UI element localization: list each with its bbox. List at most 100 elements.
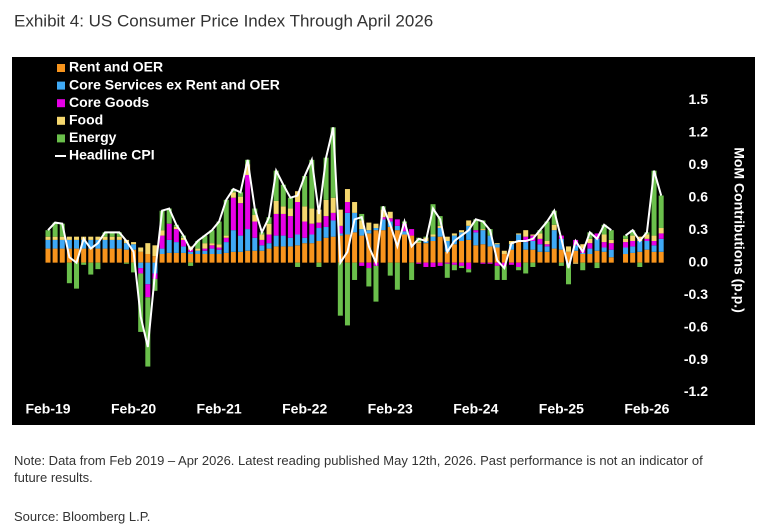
bar-segment — [238, 196, 244, 204]
note: Note: Data from Feb 2019 – Apr 2026. Lat… — [14, 453, 703, 485]
bar-segment — [195, 248, 201, 251]
bar-segment — [573, 262, 579, 264]
bar-segment — [344, 189, 350, 203]
bar-segment — [565, 246, 571, 252]
bar-segment — [323, 199, 329, 217]
bar-segment — [223, 252, 229, 263]
bar-segment — [359, 235, 365, 263]
bar-segment — [573, 250, 579, 263]
bar-segment — [573, 245, 579, 251]
bar-segment — [266, 248, 272, 263]
bar-segment — [166, 252, 172, 263]
bar-segment — [430, 234, 436, 237]
bar-segment — [480, 262, 486, 264]
bar-segment — [287, 216, 293, 238]
bar-segment — [59, 223, 65, 237]
bar-segment — [81, 262, 87, 265]
x-tick-label: Feb-20 — [111, 401, 156, 417]
bar-segment — [473, 245, 479, 263]
bar-segment — [601, 251, 607, 263]
legend-label: Headline CPI — [69, 147, 155, 163]
bar-segment — [273, 235, 279, 247]
y-tick-label: 0.9 — [689, 156, 709, 172]
bar-segment — [166, 239, 172, 253]
bar-segment — [202, 253, 208, 263]
bar-segment — [387, 211, 393, 219]
bar-segment — [45, 230, 51, 237]
bar-segment — [245, 250, 251, 263]
bar-segment — [280, 184, 286, 207]
bar-segment — [459, 230, 465, 233]
bar-segment — [223, 235, 229, 238]
bar-segment — [508, 244, 514, 250]
bar-segment — [587, 243, 593, 249]
bar-segment — [466, 262, 472, 270]
bar-segment — [52, 222, 58, 237]
bar-segment — [159, 248, 165, 254]
bar-segment — [430, 262, 436, 267]
bar-segment — [523, 242, 529, 250]
bar-segment — [323, 216, 329, 227]
bar-segment — [266, 234, 272, 244]
bar-segment — [238, 251, 244, 263]
bar-segment — [337, 209, 343, 226]
bar-segment — [644, 238, 650, 241]
bar-segment — [565, 264, 571, 285]
bar-segment — [423, 241, 429, 244]
bar-segment — [159, 230, 165, 236]
bar-segment — [180, 252, 186, 263]
bar-segment — [651, 241, 657, 246]
legend-swatch — [57, 64, 65, 72]
bar-segment — [551, 230, 557, 249]
bar-segment — [209, 248, 215, 254]
bar-segment — [437, 228, 443, 237]
bar-segment — [66, 236, 72, 240]
bar-segment — [601, 242, 607, 248]
y-tick-label: 1.5 — [689, 91, 709, 107]
bar-segment — [587, 253, 593, 263]
x-tick-label: Feb-26 — [624, 401, 669, 417]
bar-segment — [651, 251, 657, 263]
bar-segment — [594, 238, 600, 251]
bar-segment — [530, 249, 536, 263]
bar-segment — [195, 241, 201, 249]
bar-segment — [302, 176, 308, 207]
bar-segment — [565, 251, 571, 263]
bar-segment — [123, 243, 129, 250]
chart: Exhibit 4: US Consumer Price Index Throu… — [12, 11, 755, 425]
bar-segment — [530, 262, 536, 267]
bar-segment — [459, 241, 465, 263]
bar-segment — [352, 232, 358, 263]
bar-segment — [601, 224, 607, 235]
bar-segment — [580, 244, 586, 249]
legend-label: Food — [69, 112, 103, 128]
bar-segment — [102, 248, 108, 263]
bar-segment — [587, 232, 593, 239]
bar-segment — [344, 202, 350, 213]
bar-segment — [623, 253, 629, 263]
bar-segment — [316, 241, 322, 263]
bar-segment — [473, 219, 479, 231]
bar-segment — [259, 250, 265, 263]
bar-segment — [330, 212, 336, 221]
bar-segment — [480, 230, 486, 245]
bar-segment — [88, 248, 94, 263]
legend-swatch — [57, 116, 65, 125]
bar-segment — [380, 217, 386, 220]
bar-segment — [88, 262, 94, 275]
bar-segment — [66, 262, 72, 284]
bar-segment — [430, 204, 436, 235]
bar-segment — [173, 229, 179, 243]
bar-segment — [295, 191, 301, 203]
bar-segment — [658, 251, 664, 263]
bar-segment — [273, 170, 279, 201]
bar-segment — [173, 242, 179, 253]
bar-segment — [280, 235, 286, 247]
bar-segment — [594, 250, 600, 263]
bar-segment — [131, 242, 137, 245]
bar-segment — [216, 244, 222, 248]
bar-segment — [487, 262, 493, 264]
bar-segment — [623, 238, 629, 243]
bar-segment — [59, 236, 65, 240]
bar-segment — [352, 202, 358, 213]
